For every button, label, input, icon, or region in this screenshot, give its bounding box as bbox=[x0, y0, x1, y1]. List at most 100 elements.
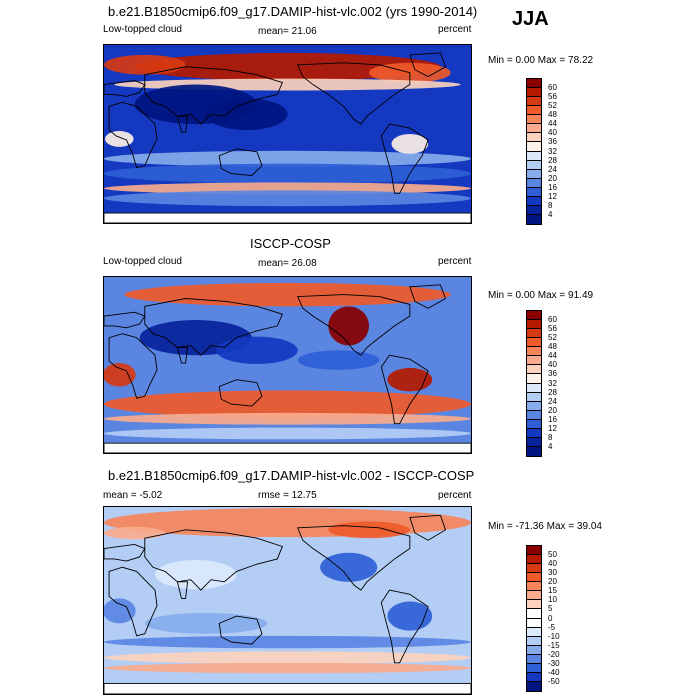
field-contour-region bbox=[104, 526, 166, 540]
panel-3-title: b.e21.B1850cmip6.f09_g17.DAMIP-hist-vlc.… bbox=[108, 468, 475, 483]
colorbar-swatch bbox=[527, 401, 541, 411]
panel-1-variable-label: Low-topped cloud bbox=[103, 24, 182, 35]
coastline bbox=[104, 312, 145, 328]
colorbar-swatch bbox=[527, 555, 541, 565]
field-contour-region bbox=[104, 190, 471, 207]
colorbar-tick-label: 12 bbox=[548, 191, 557, 201]
colorbar-tick-label: -5 bbox=[548, 622, 556, 632]
colorbar-swatch bbox=[527, 106, 541, 116]
colorbar-swatch bbox=[527, 187, 541, 197]
colorbar-tick-label: 20 bbox=[548, 577, 557, 587]
colorbar-tick-label: 4 bbox=[548, 209, 553, 219]
colorbar-swatch bbox=[527, 564, 541, 574]
colorbar-tick-label: -40 bbox=[548, 667, 560, 677]
colorbar-tick-label: -20 bbox=[548, 649, 560, 659]
colorbar-swatch bbox=[527, 205, 541, 215]
colorbar-swatch bbox=[527, 169, 541, 179]
colorbar-swatch bbox=[527, 600, 541, 610]
colorbar-swatch bbox=[527, 582, 541, 592]
coastline bbox=[104, 81, 145, 97]
colorbar-swatch bbox=[527, 663, 541, 673]
field-contour-region bbox=[104, 412, 471, 425]
map-field bbox=[104, 45, 471, 223]
field-contour-region bbox=[104, 427, 471, 440]
colorbar-swatch bbox=[527, 151, 541, 161]
coastline bbox=[219, 616, 262, 644]
colorbar-swatch bbox=[527, 365, 541, 375]
coastline bbox=[219, 380, 262, 406]
panel-3-units-label: percent bbox=[438, 490, 472, 501]
colorbar-tick-label: 24 bbox=[548, 396, 557, 406]
field-contour-region bbox=[104, 662, 471, 674]
field-contour-region bbox=[104, 651, 471, 664]
colorbar-swatch bbox=[527, 419, 541, 429]
colorbar-tick-label: -10 bbox=[548, 631, 560, 641]
coastline bbox=[381, 124, 428, 193]
colorbar-tick-label: 60 bbox=[548, 83, 557, 93]
antarctica-outline bbox=[104, 684, 471, 694]
colorbar-tick-label: 60 bbox=[548, 315, 557, 325]
colorbar-tick-label: -15 bbox=[548, 640, 560, 650]
colorbar-tick-label: 30 bbox=[548, 568, 557, 578]
colorbar-tick-label: 24 bbox=[548, 164, 557, 174]
panel-2-mean-label: mean= 26.08 bbox=[258, 258, 317, 269]
field-contour-region bbox=[134, 52, 441, 81]
colorbar-swatch bbox=[527, 329, 541, 339]
colorbar-swatch bbox=[527, 446, 541, 456]
coastline bbox=[381, 355, 428, 423]
colorbar-swatch bbox=[527, 97, 541, 107]
field-contour-region bbox=[104, 363, 136, 387]
panel-3-colorbar bbox=[526, 545, 542, 692]
coastline bbox=[109, 102, 157, 167]
field-contour-region bbox=[387, 367, 433, 392]
coastline bbox=[410, 53, 446, 77]
field-contour-region bbox=[104, 598, 136, 624]
colorbar-swatch bbox=[527, 79, 541, 89]
coastline bbox=[410, 515, 446, 540]
panel-3-map bbox=[103, 506, 472, 695]
coastline bbox=[177, 347, 187, 363]
colorbar-swatch bbox=[527, 636, 541, 646]
field-contour-region bbox=[328, 521, 410, 539]
antarctica-outline bbox=[104, 443, 471, 453]
colorbar-tick-label: -50 bbox=[548, 676, 560, 686]
panel-1-mean-label: mean= 21.06 bbox=[258, 26, 317, 37]
coastline bbox=[381, 590, 428, 663]
field-contour-region bbox=[104, 150, 471, 167]
coastline bbox=[298, 526, 410, 590]
colorbar-tick-label: 28 bbox=[548, 155, 557, 165]
panel-2-title: ISCCP-COSP bbox=[250, 236, 331, 251]
colorbar-swatch bbox=[527, 196, 541, 206]
field-contour-region bbox=[104, 390, 471, 418]
colorbar-tick-label: 20 bbox=[548, 405, 557, 415]
panel-3-rmse-label: rmse = 12.75 bbox=[258, 490, 317, 501]
colorbar-swatch bbox=[527, 672, 541, 682]
colorbar-swatch bbox=[527, 347, 541, 357]
colorbar-swatch bbox=[527, 627, 541, 637]
colorbar-tick-label: 44 bbox=[548, 351, 557, 361]
panel-2-map bbox=[103, 276, 472, 454]
coastline bbox=[177, 116, 187, 132]
colorbar-tick-label: 48 bbox=[548, 342, 557, 352]
colorbar-swatch bbox=[527, 573, 541, 583]
antarctica-outline bbox=[104, 213, 471, 223]
coastline bbox=[219, 149, 262, 176]
field-contour-region bbox=[154, 559, 237, 590]
colorbar-tick-label: 8 bbox=[548, 200, 553, 210]
colorbar-tick-label: 5 bbox=[548, 604, 553, 614]
colorbar-swatch bbox=[527, 115, 541, 125]
panel-1-title: b.e21.B1850cmip6.f09_g17.DAMIP-hist-vlc.… bbox=[108, 4, 478, 19]
panel-3-minmax-label: Min = -71.36 Max = 39.04 bbox=[488, 521, 602, 532]
colorbar-swatch bbox=[527, 428, 541, 438]
colorbar-tick-label: 52 bbox=[548, 101, 557, 111]
colorbar-swatch bbox=[527, 437, 541, 447]
colorbar-swatch bbox=[527, 214, 541, 224]
colorbar-swatch bbox=[527, 356, 541, 366]
colorbar-tick-label: 8 bbox=[548, 432, 553, 442]
field-contour-region bbox=[104, 163, 471, 184]
panel-2-units-label: percent bbox=[438, 256, 472, 267]
panel-1-colorbar bbox=[526, 78, 542, 225]
coastline bbox=[145, 67, 283, 124]
colorbar-tick-label: 20 bbox=[548, 173, 557, 183]
field-contour-region bbox=[387, 601, 433, 631]
